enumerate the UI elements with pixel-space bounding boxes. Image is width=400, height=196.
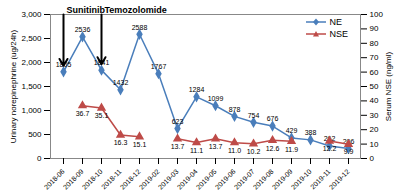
svg-text:2,000: 2,000	[21, 58, 42, 67]
svg-text:15.1: 15.1	[133, 141, 147, 148]
svg-text:2019-06: 2019-06	[213, 167, 237, 191]
svg-text:2019-05: 2019-05	[194, 167, 218, 191]
svg-text:60: 60	[370, 68, 379, 77]
svg-text:676: 676	[267, 115, 279, 122]
svg-text:1767: 1767	[151, 63, 167, 70]
svg-text:80: 80	[370, 39, 379, 48]
svg-text:1805: 1805	[55, 61, 72, 69]
svg-text:2019-03: 2019-03	[156, 167, 180, 191]
svg-text:9.9: 9.9	[344, 148, 354, 155]
svg-text:1432: 1432	[113, 79, 129, 86]
svg-text:2018-11: 2018-11	[100, 167, 123, 191]
svg-text:2019-07: 2019-07	[232, 167, 256, 191]
svg-text:2019-11: 2019-11	[309, 167, 332, 191]
svg-text:388: 388	[305, 129, 317, 136]
svg-text:2588: 2588	[132, 24, 148, 31]
svg-text:2019-02: 2019-02	[137, 167, 161, 191]
svg-text:100: 100	[370, 10, 384, 19]
html-text:NSE: NSE	[329, 29, 348, 39]
svg-text:10: 10	[370, 140, 379, 149]
svg-text:90: 90	[370, 24, 379, 33]
svg-text:11.1: 11.1	[190, 147, 203, 154]
svg-text:Serum NSE (ng/ml): Serum NSE (ng/ml)	[384, 51, 393, 121]
svg-text:1099: 1099	[208, 95, 224, 102]
svg-text:1841: 1841	[93, 59, 110, 67]
svg-text:0: 0	[37, 154, 42, 163]
svg-text:1284: 1284	[189, 86, 205, 93]
svg-text:Temozolomide: Temozolomide	[105, 5, 167, 15]
svg-text:623: 623	[172, 118, 184, 125]
svg-text:2018-12: 2018-12	[118, 167, 142, 191]
svg-text:2019-08: 2019-08	[251, 167, 275, 191]
svg-text:3,000: 3,000	[21, 10, 42, 19]
svg-text:13.7: 13.7	[171, 143, 185, 150]
svg-text:2019-12: 2019-12	[328, 168, 351, 191]
svg-text:Sunitinib: Sunitinib	[67, 5, 106, 15]
svg-text:262: 262	[323, 135, 336, 143]
svg-text:12.6: 12.6	[266, 145, 280, 152]
svg-text:2536: 2536	[75, 26, 91, 33]
svg-text:11.0: 11.0	[228, 147, 241, 154]
svg-text:11.9: 11.9	[285, 146, 298, 153]
svg-text:2,500: 2,500	[21, 34, 42, 43]
svg-text:2019-10: 2019-10	[290, 168, 313, 191]
svg-text:500: 500	[28, 130, 42, 139]
svg-text:2019-09: 2019-09	[270, 167, 294, 191]
svg-text:1,000: 1,000	[21, 106, 42, 115]
svg-text:2018-09: 2018-09	[61, 167, 85, 191]
svg-text:12.2: 12.2	[323, 145, 337, 152]
svg-text:13.7: 13.7	[209, 143, 223, 150]
svg-text:36.7: 36.7	[76, 110, 90, 117]
svg-text:50: 50	[370, 82, 379, 91]
svg-text:1,500: 1,500	[21, 82, 42, 91]
svg-text:754: 754	[248, 112, 260, 119]
svg-text:2019-04: 2019-04	[175, 167, 199, 191]
svg-text:30: 30	[370, 111, 379, 120]
svg-text:0: 0	[370, 154, 375, 163]
svg-text:Urinary norepinephrine (ug/24h: Urinary norepinephrine (ug/24h)	[9, 29, 18, 143]
svg-text:206: 206	[342, 137, 355, 145]
svg-text:878: 878	[229, 106, 241, 113]
svg-text:70: 70	[370, 53, 379, 62]
svg-text:35.1: 35.1	[95, 112, 109, 119]
svg-text:16.3: 16.3	[114, 139, 128, 146]
svg-text:2018-06: 2018-06	[42, 167, 66, 191]
svg-text:10.2: 10.2	[247, 148, 261, 155]
svg-text:2018-10: 2018-10	[81, 168, 104, 191]
svg-text:20: 20	[370, 125, 379, 134]
html-text:NE: NE	[329, 17, 342, 27]
svg-text:40: 40	[370, 96, 379, 105]
svg-text:429: 429	[286, 127, 298, 134]
